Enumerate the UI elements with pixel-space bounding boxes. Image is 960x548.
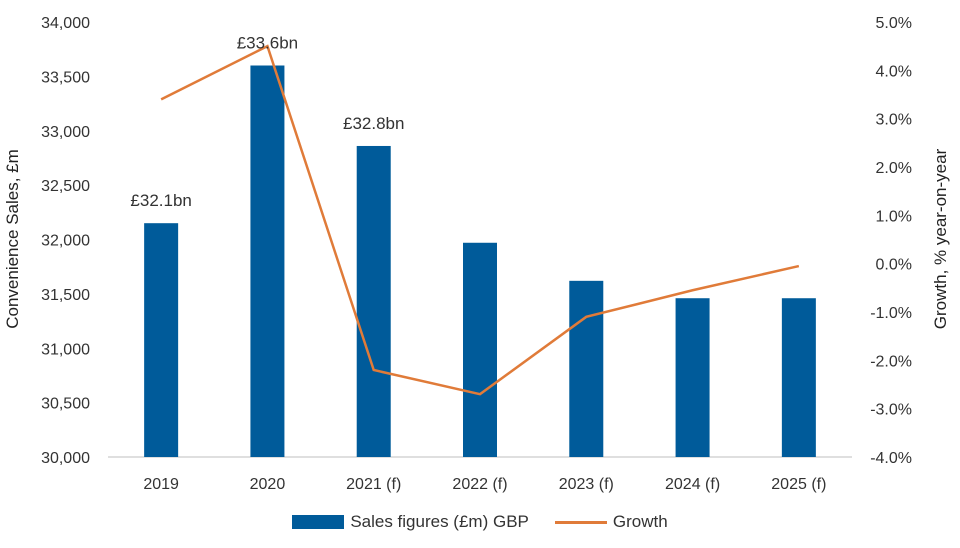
growth-line bbox=[160, 44, 800, 396]
left-tick-label: 32,500 bbox=[41, 178, 90, 195]
data-labels: £32.1bn £33.6bn £32.8bn bbox=[130, 34, 404, 211]
right-tick-label: -2.0% bbox=[870, 353, 912, 370]
bar bbox=[569, 280, 604, 457]
left-axis-ticks: 30,000 30,500 31,000 31,500 32,000 32,500 33,0… bbox=[41, 15, 90, 467]
legend: Sales figures (£m) GBP Growth bbox=[0, 512, 960, 532]
x-tick-label: 2023 (f) bbox=[559, 476, 614, 493]
bar bbox=[144, 223, 179, 457]
x-tick-label: 2019 bbox=[143, 476, 179, 493]
left-tick-label: 33,000 bbox=[41, 124, 90, 141]
right-tick-label: 5.0% bbox=[876, 15, 912, 32]
left-tick-label: 31,000 bbox=[41, 341, 90, 358]
bar-series bbox=[144, 65, 816, 457]
bar bbox=[250, 65, 285, 457]
data-label: £32.1bn bbox=[130, 191, 191, 210]
x-axis-ticks: 2019 2020 2021 (f) 2022 (f) 2023 (f) 2024 (f)… bbox=[143, 476, 826, 493]
legend-item-growth: Growth bbox=[554, 512, 668, 532]
right-tick-label: 0.0% bbox=[876, 257, 912, 274]
left-tick-label: 30,500 bbox=[41, 396, 90, 413]
bar bbox=[781, 298, 816, 457]
right-tick-label: 2.0% bbox=[876, 160, 912, 177]
x-tick-label: 2021 (f) bbox=[346, 476, 401, 493]
bar bbox=[675, 298, 710, 457]
right-axis-ticks: -4.0% -3.0% -2.0% -1.0% 0.0% 1.0% 2.0% 3.0% 4.0%… bbox=[870, 15, 912, 467]
legend-label-growth: Growth bbox=[612, 512, 668, 531]
x-tick-label: 2022 (f) bbox=[452, 476, 507, 493]
x-tick-label: 2025 (f) bbox=[771, 476, 826, 493]
left-tick-label: 31,500 bbox=[41, 287, 90, 304]
bar bbox=[463, 242, 497, 457]
data-label: £32.8bn bbox=[343, 114, 404, 133]
left-axis-title: Convenience Sales, £m bbox=[3, 149, 22, 329]
legend-item-sales: Sales figures (£m) GBP bbox=[292, 512, 529, 532]
data-label: £33.6bn bbox=[237, 34, 298, 53]
left-tick-label: 32,000 bbox=[41, 233, 90, 250]
x-tick-label: 2024 (f) bbox=[665, 476, 720, 493]
right-tick-label: -4.0% bbox=[870, 450, 912, 467]
right-tick-label: 3.0% bbox=[876, 112, 912, 129]
bar bbox=[356, 145, 391, 457]
left-tick-label: 33,500 bbox=[41, 69, 90, 86]
legend-swatch-sales bbox=[292, 515, 345, 529]
left-tick-label: 34,000 bbox=[41, 15, 90, 32]
left-tick-label: 30,000 bbox=[41, 450, 90, 467]
legend-swatch-growth bbox=[554, 520, 607, 524]
right-tick-label: -1.0% bbox=[870, 305, 912, 322]
right-tick-label: 4.0% bbox=[876, 63, 912, 80]
legend-label-sales: Sales figures (£m) GBP bbox=[350, 512, 529, 531]
right-axis-title: Growth, % year-on-year bbox=[931, 148, 950, 329]
right-tick-label: -3.0% bbox=[870, 402, 912, 419]
right-tick-label: 1.0% bbox=[876, 208, 912, 225]
x-tick-label: 2020 bbox=[250, 476, 286, 493]
